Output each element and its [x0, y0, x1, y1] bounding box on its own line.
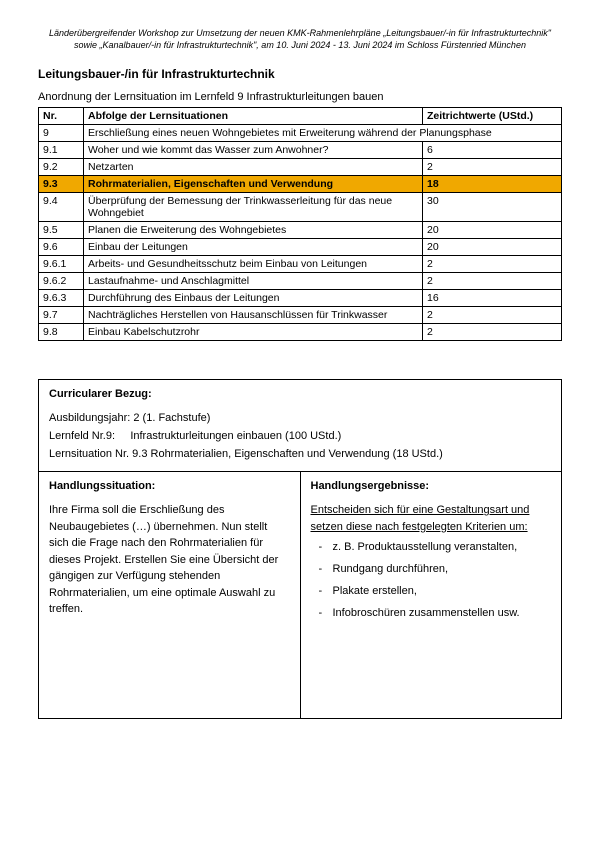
cell-time: 2	[423, 159, 562, 176]
document-page: Länderübergreifender Workshop zur Umsetz…	[0, 0, 600, 749]
cell-time: 18	[423, 176, 562, 193]
cell-nr: 9.7	[39, 307, 84, 324]
situation-heading: Handlungssituation:	[49, 480, 290, 492]
cell-nr: 9.3	[39, 176, 84, 193]
table-row: 9.3Rohrmaterialien, Eigenschaften und Ve…	[39, 176, 562, 193]
cell-time: 16	[423, 290, 562, 307]
curricular-table: Curricularer Bezug: Ausbildungsjahr: 2 (…	[38, 379, 562, 719]
cell-nr: 9.5	[39, 222, 84, 239]
cell-nr: 9.2	[39, 159, 84, 176]
curricular-heading: Curricularer Bezug:	[49, 388, 551, 400]
cell-desc: Einbau Kabelschutzrohr	[84, 324, 423, 341]
results-item: z. B. Produktausstellung veranstalten,	[333, 541, 552, 553]
cell-desc: Woher und wie kommt das Wasser zum Anwoh…	[84, 142, 423, 159]
cell-time: 2	[423, 307, 562, 324]
curricular-header-row: Curricularer Bezug: Ausbildungsjahr: 2 (…	[39, 380, 562, 472]
table-row: 9.6.3Durchführung des Einbaus der Leitun…	[39, 290, 562, 307]
cell-desc: Einbau der Leitungen	[84, 239, 423, 256]
curricular-line2: Lernfeld Nr.9: Infrastrukturleitungen ei…	[49, 428, 551, 446]
results-cell: Handlungsergebnisse: Entscheiden sich fü…	[300, 472, 562, 719]
cell-desc: Arbeits- und Gesundheitsschutz beim Einb…	[84, 256, 423, 273]
cell-desc: Erschließung eines neuen Wohngebietes mi…	[84, 125, 562, 142]
situation-body: Ihre Firma soll die Erschließung des Neu…	[49, 502, 290, 618]
cell-time: 30	[423, 193, 562, 222]
lernsituation-table: Nr. Abfolge der Lernsituationen Zeitrich…	[38, 107, 562, 341]
cell-desc: Nachträgliches Herstellen von Hausanschl…	[84, 307, 423, 324]
table-row: 9.5Planen die Erweiterung des Wohngebiet…	[39, 222, 562, 239]
cell-nr: 9.6.3	[39, 290, 84, 307]
cell-nr: 9.6	[39, 239, 84, 256]
cell-nr: 9.4	[39, 193, 84, 222]
page-header: Länderübergreifender Workshop zur Umsetz…	[38, 28, 562, 51]
table-row: 9.6.2Lastaufnahme- und Anschlagmittel2	[39, 273, 562, 290]
curricular-header-cell: Curricularer Bezug: Ausbildungsjahr: 2 (…	[39, 380, 562, 472]
cell-desc: Lastaufnahme- und Anschlagmittel	[84, 273, 423, 290]
cell-time: 20	[423, 222, 562, 239]
page-subtitle: Anordnung der Lernsituation im Lernfeld …	[38, 91, 562, 103]
cell-desc: Rohrmaterialien, Eigenschaften und Verwe…	[84, 176, 423, 193]
results-heading: Handlungsergebnisse:	[311, 480, 552, 492]
cell-nr: 9.6.2	[39, 273, 84, 290]
table-header-row: Nr. Abfolge der Lernsituationen Zeitrich…	[39, 108, 562, 125]
table-row: 9.7Nachträgliches Herstellen von Hausans…	[39, 307, 562, 324]
results-item: Plakate erstellen,	[333, 585, 552, 597]
cell-desc: Netzarten	[84, 159, 423, 176]
cell-desc: Durchführung des Einbaus der Leitungen	[84, 290, 423, 307]
table-row: 9Erschließung eines neuen Wohngebietes m…	[39, 125, 562, 142]
cell-desc: Überprüfung der Bemessung der Trinkwasse…	[84, 193, 423, 222]
cell-nr: 9.8	[39, 324, 84, 341]
cell-nr: 9	[39, 125, 84, 142]
cell-time: 2	[423, 256, 562, 273]
table-row: 9.6.1Arbeits- und Gesundheitsschutz beim…	[39, 256, 562, 273]
results-item: Infobroschüren zusammenstellen usw.	[333, 607, 552, 619]
table-row: 9.6Einbau der Leitungen20	[39, 239, 562, 256]
table-row: 9.8Einbau Kabelschutzrohr2	[39, 324, 562, 341]
spacer	[38, 341, 562, 379]
cell-desc: Planen die Erweiterung des Wohngebietes	[84, 222, 423, 239]
results-item: Rundgang durchführen,	[333, 563, 552, 575]
cell-time: 2	[423, 273, 562, 290]
table-row: 9.1Woher und wie kommt das Wasser zum An…	[39, 142, 562, 159]
results-intro: Entscheiden sich für eine Gestaltungsart…	[311, 502, 552, 535]
situation-cell: Handlungssituation: Ihre Firma soll die …	[39, 472, 301, 719]
curricular-line1: Ausbildungsjahr: 2 (1. Fachstufe)	[49, 410, 551, 428]
curricular-line3: Lernsituation Nr. 9.3 Rohrmaterialien, E…	[49, 446, 551, 464]
curricular-body-row: Handlungssituation: Ihre Firma soll die …	[39, 472, 562, 719]
page-title: Leitungsbauer-/in für Infrastrukturtechn…	[38, 67, 562, 81]
cell-time: 2	[423, 324, 562, 341]
results-list: z. B. Produktausstellung veranstalten, Ru…	[311, 541, 552, 619]
cell-nr: 9.1	[39, 142, 84, 159]
curricular-line2b: Infrastrukturleitungen einbauen (100 USt…	[130, 430, 341, 442]
cell-nr: 9.6.1	[39, 256, 84, 273]
cell-time: 20	[423, 239, 562, 256]
table-row: 9.2Netzarten2	[39, 159, 562, 176]
curricular-line2a: Lernfeld Nr.9:	[49, 430, 115, 442]
cell-time: 6	[423, 142, 562, 159]
col-time: Zeitrichtwerte (UStd.)	[423, 108, 562, 125]
table-row: 9.4Überprüfung der Bemessung der Trinkwa…	[39, 193, 562, 222]
col-nr: Nr.	[39, 108, 84, 125]
col-desc: Abfolge der Lernsituationen	[84, 108, 423, 125]
